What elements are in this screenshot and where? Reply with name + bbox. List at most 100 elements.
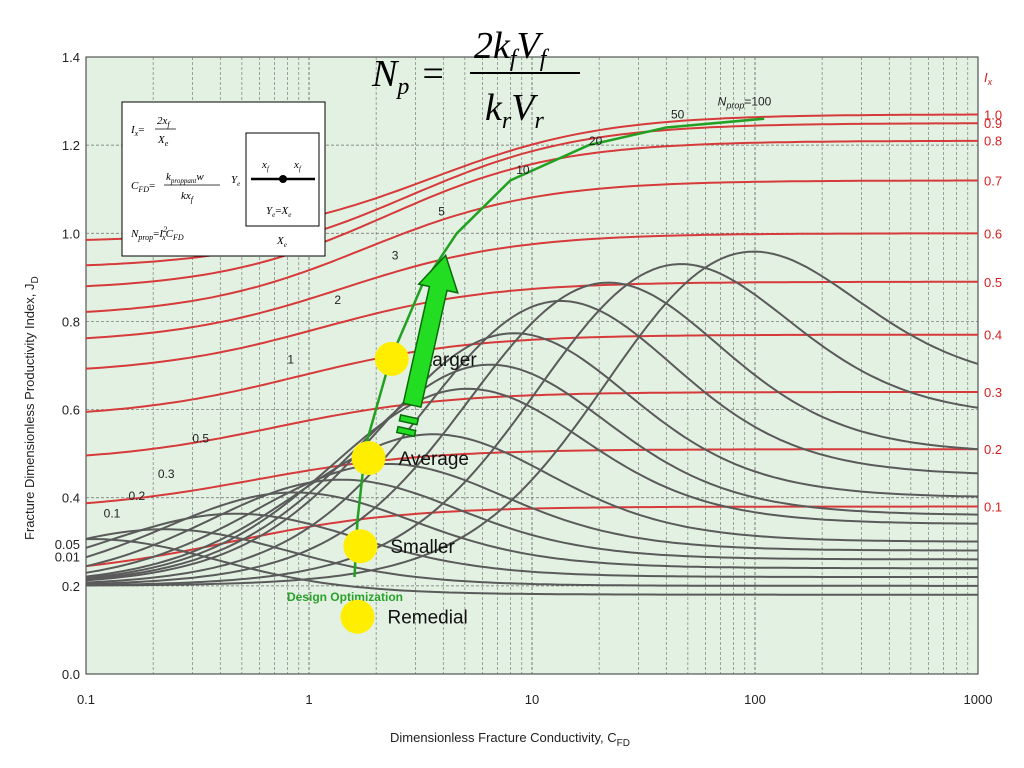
well-dot xyxy=(279,175,287,183)
def-cfd-lhs-sub: FD xyxy=(137,185,149,194)
nprop-curve xyxy=(85,478,978,568)
y-tick-label: 0.0 xyxy=(62,667,80,682)
y-axis-title: Fracture Dimensionless Productivity Inde… xyxy=(22,276,41,540)
nprop-label: 0.1 xyxy=(104,507,121,521)
nprop-curve xyxy=(85,387,978,580)
def-ix-num: 2x xyxy=(157,115,168,127)
marker-label: Smaller xyxy=(390,537,455,558)
def-nprop-rhs-sup: 2 xyxy=(163,225,167,234)
design-optimization-curve xyxy=(353,117,765,578)
ix-labels: 1.00.9 0.8 0.7 0.6 0.5 0.4 0.3 0.2 0.1 xyxy=(984,107,1002,514)
svg-text:xf: xf xyxy=(261,159,270,173)
ix-header: Ix xyxy=(984,70,993,87)
x-tick-label: 1 xyxy=(305,692,312,707)
formula-lhs: N xyxy=(371,53,400,95)
formula-den-v: V xyxy=(511,87,538,129)
def-cfd-num-w: w xyxy=(196,171,204,183)
y-tick-label: 1.0 xyxy=(62,226,80,241)
svg-text:2xf: 2xf xyxy=(157,115,171,129)
ix-label: 0.6 xyxy=(984,226,1002,241)
inset-eq-lhs: Y xyxy=(266,205,274,217)
nprop-curve xyxy=(85,433,978,578)
svg-text:kproppantw: kproppantw xyxy=(166,171,204,185)
inset-xf-right: x xyxy=(293,159,299,171)
np-formula: Np = 2kfVf krVr xyxy=(371,25,580,134)
formula-num-v: V xyxy=(517,25,544,67)
inset-xf-left: x xyxy=(261,159,267,171)
ix-curve xyxy=(85,448,979,505)
def-ix-num-sub: f xyxy=(167,120,171,129)
arrow-tail-stripe xyxy=(398,414,420,426)
ix-curve xyxy=(85,333,978,413)
ix-label: 0.5 xyxy=(984,275,1002,290)
def-ix-lhs-sub: x xyxy=(134,129,139,138)
def-ix-den: X xyxy=(157,134,166,146)
ix-label: 0.3 xyxy=(984,385,1002,400)
def-ix-den-sub: e xyxy=(165,139,169,148)
nprop-label: 3 xyxy=(392,249,399,263)
svg-text:CFD=: CFD= xyxy=(131,180,155,194)
ix-label: 0.9 xyxy=(984,116,1002,131)
def-nprop-rhs: I xyxy=(158,228,164,240)
nprop-label: 10 xyxy=(516,163,530,177)
nprop-curve xyxy=(85,281,979,585)
nprop-curve xyxy=(85,363,979,581)
nprop-label: Nprop=100 xyxy=(718,94,772,110)
inset-ye-sub: e xyxy=(237,180,240,188)
svg-text:krVr: krVr xyxy=(485,87,544,134)
svg-text:Ye=Xe: Ye=Xe xyxy=(266,205,291,219)
nprop-label: 50 xyxy=(671,108,685,122)
design-optimization-label: Design Optimization xyxy=(287,590,403,604)
formula-equals: = xyxy=(420,53,446,95)
y-tick-label: 0.6 xyxy=(62,403,80,418)
marker-label: Average xyxy=(399,449,469,470)
ix-curve xyxy=(85,179,978,313)
x-tick-label: 0.1 xyxy=(77,692,95,707)
svg-text:2kfVf: 2kfVf xyxy=(474,25,550,72)
y-tick-label-extra: 0.05 xyxy=(55,537,80,552)
y-tick-label: 1.2 xyxy=(62,138,80,153)
arrow-tail-stripe xyxy=(395,425,417,438)
inset-eq-lhs-sub: e xyxy=(272,211,275,219)
svg-text:kxf: kxf xyxy=(181,190,195,204)
marker-dot xyxy=(351,441,386,476)
larger-arrow xyxy=(402,253,459,409)
nprop-curve xyxy=(85,537,978,596)
def-nprop-rhs-c: C xyxy=(166,228,174,240)
def-nprop-lhs: N xyxy=(130,228,139,240)
marker-dot xyxy=(343,529,378,564)
nprop-label: 1 xyxy=(287,352,294,366)
nprop-curve xyxy=(86,250,979,587)
svg-text:Ix=: Ix= xyxy=(130,124,144,138)
def-cfd-den-sub: f xyxy=(191,195,195,204)
marker-dot xyxy=(374,341,409,376)
svg-text:Np: Np xyxy=(371,53,409,100)
nprop-curve xyxy=(85,512,978,578)
def-nprop-lhs-sub: prop xyxy=(137,233,153,242)
nprop-labels: 0.1 0.2 0.3 0.5 1 2 3 5 10 20 50 Nprop=100 xyxy=(104,94,772,520)
nprop-series-group xyxy=(85,250,979,596)
nprop-curve xyxy=(85,491,978,570)
x-tick-label: 100 xyxy=(744,692,766,707)
svg-text:Xe: Xe xyxy=(276,235,287,249)
formula-num-sub2: f xyxy=(540,46,550,72)
marker-label: Larger xyxy=(422,350,478,371)
formula-den-sub2: r xyxy=(534,108,544,134)
inset-xe-sub: e xyxy=(284,241,287,249)
y-tick-label: 1.4 xyxy=(62,50,80,65)
x-tick-label: 10 xyxy=(525,692,539,707)
inset-ye: Y xyxy=(231,174,239,186)
y-tick-label: 0.2 xyxy=(62,579,80,594)
nprop-curve xyxy=(85,463,978,574)
formula-num-sub1: f xyxy=(510,46,520,72)
ix-label: 0.2 xyxy=(984,442,1002,457)
def-cfd-num-sub: proppant xyxy=(170,177,197,185)
ix-curve xyxy=(85,232,978,340)
nprop-curve xyxy=(85,332,979,582)
ix-label: 0.7 xyxy=(984,173,1002,188)
axes-labels: 0.1 1 10 100 1000 0.0 0.2 0.4 0.6 0.8 1.0 1.2 1.4 0.0… xyxy=(55,50,993,707)
larger-arrow-group xyxy=(395,253,459,438)
inset-eq-rhs: X xyxy=(280,205,289,217)
